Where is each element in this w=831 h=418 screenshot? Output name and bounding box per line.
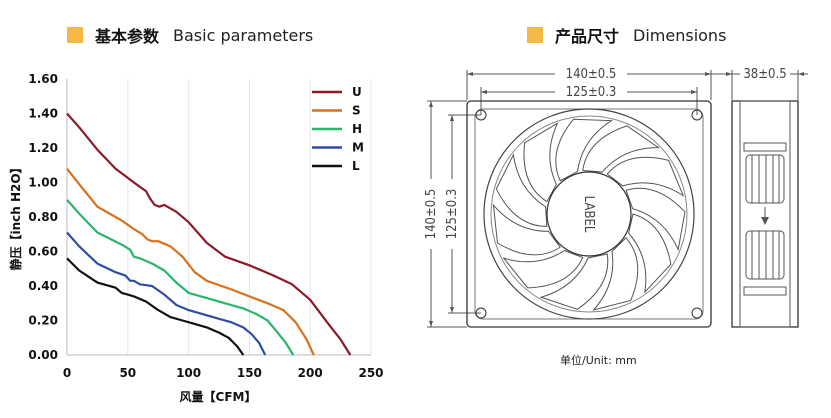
header-marker-icon <box>67 27 83 43</box>
fan-blade <box>502 249 584 289</box>
header-en-left: Basic parameters <box>173 25 314 45</box>
basic-parameters-header: 基本参数 Basic parameters <box>67 24 313 46</box>
fan-blade <box>606 156 685 197</box>
y-tick-label: 1.60 <box>28 72 58 86</box>
legend-label-H: H <box>352 122 362 136</box>
y-tick-label: 1.40 <box>28 107 58 121</box>
x-tick-label: 100 <box>176 366 201 380</box>
y-tick-label: 0.80 <box>28 210 58 224</box>
outer-width-label: 140±0.5 <box>566 67 617 82</box>
unit-note: 单位/Unit: mm <box>560 354 637 367</box>
pq-curve-chart: 0 50 100 150 200 250 0.00 0.20 0.40 0.60 0.80 1.00 1… <box>8 72 384 404</box>
y-tick-label: 0.20 <box>28 314 58 328</box>
fan-blade <box>582 125 660 173</box>
header-cn-right: 产品尺寸 <box>555 27 620 46</box>
x-tick-label: 0 <box>63 366 71 380</box>
x-tick-label: 150 <box>237 366 262 380</box>
y-tick-label: 1.00 <box>28 176 58 190</box>
chart-axes <box>66 79 371 356</box>
x-tick-label: 50 <box>119 366 136 380</box>
hole-width-label: 125±0.3 <box>566 85 617 100</box>
header-cn-left: 基本参数 <box>95 27 160 46</box>
airflow-arrowhead-icon <box>761 217 769 225</box>
fan-blade <box>555 118 614 182</box>
header-marker-icon <box>527 27 543 43</box>
fan-hub <box>546 171 632 257</box>
x-tick-label: 250 <box>358 366 383 380</box>
fan-frame <box>466 100 712 328</box>
legend-label-L: L <box>352 159 360 173</box>
y-tick-label: 0.60 <box>28 245 58 259</box>
legend-label-U: U <box>352 85 362 99</box>
outer-height-label: 140±0.5 <box>424 189 439 240</box>
y-axis-title: 静压【inch H2O】 <box>8 161 23 270</box>
series-line-M <box>66 231 267 356</box>
fan-blades <box>492 118 686 311</box>
legend-label-S: S <box>352 104 361 118</box>
fan-blade <box>592 237 639 311</box>
header-en-right: Dimensions <box>633 25 727 45</box>
x-axis-title: 风量【CFM】 <box>180 389 257 404</box>
legend-label-M: M <box>352 141 364 155</box>
hole-height-label: 125±0.3 <box>445 189 460 240</box>
fan-blade <box>539 253 609 310</box>
fan-blade <box>628 213 672 294</box>
fan-blade <box>492 203 561 256</box>
chart-series <box>66 112 352 356</box>
series-line-S <box>66 168 315 356</box>
chart-ticks: 0 50 100 150 200 250 0.00 0.20 0.40 0.60 0.80 1.00 1… <box>28 72 383 380</box>
fan-dimension-drawing: LABEL 140±0.5 125±0.3 140±0.5 125±0.3 <box>423 66 808 328</box>
y-tick-label: 0.00 <box>28 348 58 362</box>
y-tick-label: 1.20 <box>28 141 58 155</box>
fan-blade <box>523 122 559 203</box>
chart-grid <box>127 79 372 355</box>
series-line-U <box>66 112 352 356</box>
depth-label: 38±0.5 <box>743 67 786 82</box>
y-tick-label: 0.40 <box>28 279 58 293</box>
fan-blade <box>495 153 548 227</box>
hub-label: LABEL <box>581 196 596 233</box>
dimensions-header: 产品尺寸 Dimensions <box>527 24 726 46</box>
series-line-H <box>66 199 295 356</box>
series-line-L <box>66 257 245 356</box>
fan-blade <box>625 187 686 252</box>
x-tick-label: 200 <box>298 366 323 380</box>
